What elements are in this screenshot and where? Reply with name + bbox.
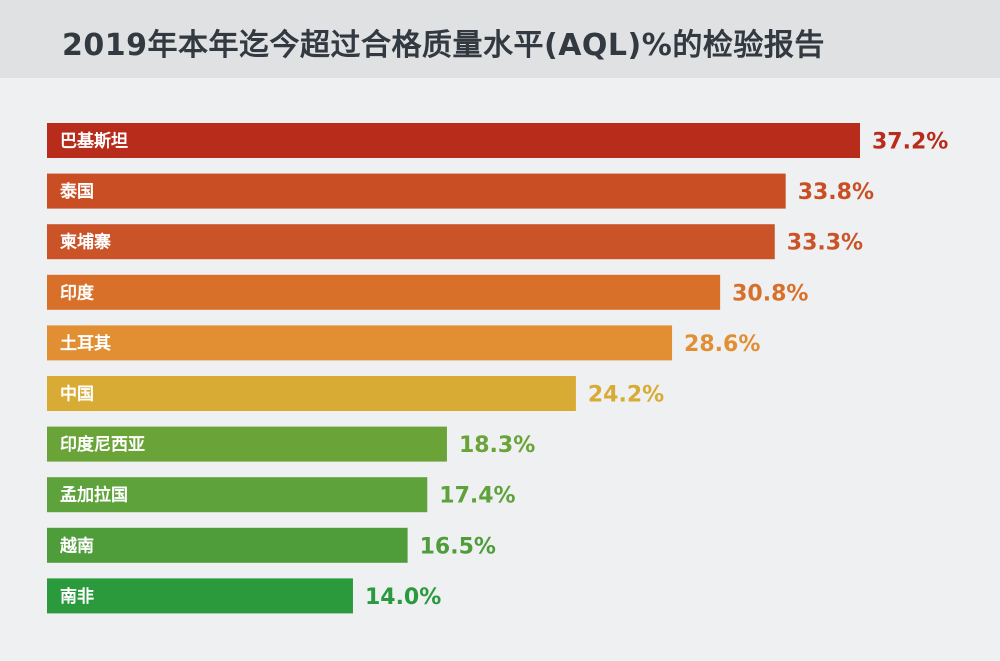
value-label: 30.8%	[732, 281, 808, 306]
category-label: 南非	[60, 586, 94, 607]
category-label: 印度尼西亚	[60, 434, 145, 455]
bar-2	[47, 173, 786, 209]
value-label: 33.3%	[787, 231, 863, 256]
category-label: 巴基斯坦	[60, 131, 128, 152]
bar-6	[47, 376, 576, 411]
bar-3	[47, 224, 775, 260]
bar-8	[47, 477, 428, 513]
category-label: 中国	[60, 384, 94, 405]
bar-5	[47, 325, 673, 361]
category-label: 越南	[59, 535, 94, 556]
category-label: 土耳其	[60, 333, 111, 354]
value-label: 14.0%	[365, 585, 441, 610]
value-label: 28.6%	[684, 332, 760, 357]
bar-7	[47, 426, 447, 462]
bar-9	[47, 527, 408, 563]
chart-title: 2019年本年迄今超过合格质量水平(AQL)%的检验报告	[62, 28, 825, 63]
value-label: 18.3%	[459, 433, 535, 458]
category-label: 泰国	[60, 181, 94, 202]
value-label: 17.4%	[439, 484, 515, 509]
value-label: 24.2%	[588, 383, 664, 408]
category-label: 印度	[60, 282, 95, 303]
value-label: 33.8%	[798, 180, 874, 205]
value-label: 37.2%	[872, 130, 948, 155]
bar-4	[47, 274, 721, 310]
category-label: 孟加拉国	[60, 485, 128, 506]
value-label: 16.5%	[420, 534, 496, 559]
bar-10	[47, 578, 353, 614]
title-bar: 2019年本年迄今超过合格质量水平(AQL)%的检验报告	[0, 0, 1000, 78]
bar-1	[47, 123, 860, 158]
category-label: 柬埔寨	[60, 232, 111, 253]
